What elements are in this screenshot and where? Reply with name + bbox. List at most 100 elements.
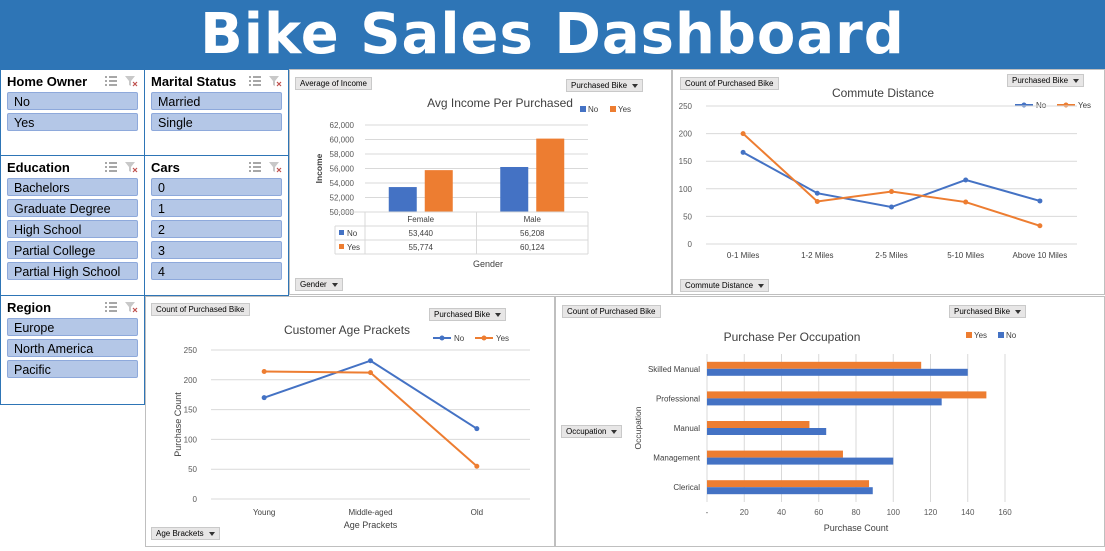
axis-field-button[interactable]: Commute Distance [680, 279, 770, 292]
legend-label-yes: Yes [974, 331, 987, 340]
y-tick-label: 100 [679, 185, 693, 194]
legend-marker-yes [481, 335, 487, 341]
point-yes-middle-aged [368, 370, 373, 376]
bar-no-professional [707, 398, 942, 406]
slicer-item-bachelors[interactable]: Bachelors [7, 178, 138, 196]
legend-field-button[interactable]: Purchased Bike [1007, 74, 1085, 87]
table-swatch-no [339, 230, 344, 235]
value-field-label: Count of Purchased Bike [156, 305, 245, 314]
legend-marker-no [1021, 102, 1027, 108]
y-tick-label: Management [653, 454, 700, 463]
x-tick-label: 2-5 Miles [875, 251, 907, 260]
y-tick-label: Clerical [673, 483, 700, 492]
point-no-middle-aged [368, 358, 373, 364]
bar-no-female [388, 187, 417, 212]
point-yes-old [474, 463, 480, 469]
clear-filter-icon[interactable] [124, 301, 138, 313]
slicer-item-cars-4[interactable]: 4 [151, 262, 282, 280]
slicer-item-high-school[interactable]: High School [7, 220, 138, 238]
slicer-item-single[interactable]: Single [151, 113, 282, 131]
legend-swatch-yes [610, 106, 616, 112]
income-chart: Avg Income Per Purchased No Yes50,00052,00… [314, 96, 631, 269]
clear-filter-icon[interactable] [124, 161, 138, 173]
axis-field-button[interactable]: Occupation [561, 425, 623, 438]
slicer-title: Education [7, 159, 70, 175]
y-axis-title: Income [314, 153, 324, 183]
multi-select-icon[interactable] [104, 301, 118, 313]
slicer-item-graduate-degree[interactable]: Graduate Degree [7, 199, 138, 217]
data-label: 53,440 [409, 229, 434, 238]
slicer-item-europe[interactable]: Europe [7, 318, 138, 336]
series-line-no [742, 151, 1041, 209]
bar-no-management [707, 457, 894, 465]
multi-select-icon[interactable] [248, 75, 262, 87]
dropdown-arrow-icon [495, 312, 502, 317]
x-tick-label: 5-10 Miles [947, 251, 984, 260]
clear-filter-icon[interactable] [268, 75, 282, 87]
bar-no-manual [707, 428, 827, 435]
axis-field-label: Age Brackets [156, 529, 204, 538]
dropdown-arrow-icon [1015, 309, 1022, 314]
legend-label-yes: Yes [618, 105, 631, 114]
x-axis-title: Purchase Count [824, 523, 889, 533]
dropdown-arrow-icon [632, 83, 639, 88]
slicer-marital-status: Marital Status Married Single [144, 69, 289, 156]
x-tick-label: 20 [740, 508, 749, 517]
x-tick-label: 120 [924, 508, 938, 517]
slicer-item-cars-1[interactable]: 1 [151, 199, 282, 217]
slicer-title: Region [7, 299, 52, 315]
axis-field-button[interactable]: Age Brackets [151, 527, 220, 540]
slicer-item-partial-high-school[interactable]: Partial High School [7, 262, 138, 280]
slicer-item-pacific[interactable]: Pacific [7, 360, 138, 378]
x-tick-label: Middle-aged [348, 508, 392, 517]
point-no-above-10-miles [1037, 198, 1043, 204]
legend-field-button[interactable]: Purchased Bike [949, 305, 1027, 318]
multi-select-icon[interactable] [248, 161, 262, 173]
point-no-1-2-miles [814, 190, 820, 196]
y-tick-label: 58,000 [330, 150, 355, 159]
slicer-item-cars-3[interactable]: 3 [151, 241, 282, 259]
slicer-item-partial-college[interactable]: Partial College [7, 241, 138, 259]
bar-yes-clerical [707, 480, 870, 488]
slicer-item-married[interactable]: Married [151, 92, 282, 110]
y-tick-label: 200 [679, 130, 693, 139]
axis-field-button[interactable]: Gender [295, 278, 343, 291]
legend-label-yes: Yes [1078, 101, 1091, 110]
point-yes-5-10-miles [963, 199, 969, 205]
x-tick-label: 0-1 Miles [727, 251, 759, 260]
slicer-item-north-america[interactable]: North America [7, 339, 138, 357]
point-no-5-10-miles [963, 177, 969, 183]
x-tick-label: 40 [777, 508, 786, 517]
dropdown-arrow-icon [331, 282, 338, 287]
legend-field-button[interactable]: Purchased Bike [429, 308, 507, 321]
x-tick-label: 60 [814, 508, 823, 517]
slicer-item-no[interactable]: No [7, 92, 138, 110]
slicer-item-cars-0[interactable]: 0 [151, 178, 282, 196]
point-yes-1-2-miles [814, 198, 820, 204]
value-field-button[interactable]: Count of Purchased Bike [562, 305, 661, 318]
chart-title: Avg Income Per Purchased [427, 96, 573, 110]
value-field-button[interactable]: Count of Purchased Bike [680, 77, 779, 90]
multi-select-icon[interactable] [104, 161, 118, 173]
legend-label-yes: Yes [496, 334, 509, 343]
legend-swatch-yes [966, 332, 972, 338]
x-tick-label: Male [524, 215, 542, 224]
value-field-label: Count of Purchased Bike [567, 307, 656, 316]
legend-field-button[interactable]: Purchased Bike [566, 79, 644, 92]
y-tick-label: 50 [683, 212, 692, 221]
chart-title: Purchase Per Occupation [724, 330, 861, 344]
slicer-item-yes[interactable]: Yes [7, 113, 138, 131]
value-field-button[interactable]: Average of Income [295, 77, 373, 90]
slicer-item-cars-2[interactable]: 2 [151, 220, 282, 238]
legend-field-label: Purchased Bike [954, 307, 1011, 316]
clear-filter-icon[interactable] [124, 75, 138, 87]
clear-filter-icon[interactable] [268, 161, 282, 173]
axis-field-label: Commute Distance [685, 281, 754, 290]
y-tick-label: 56,000 [330, 165, 355, 174]
legend-swatch-no [998, 332, 1004, 338]
y-axis-title: Purchase Count [173, 392, 183, 457]
multi-select-icon[interactable] [104, 75, 118, 87]
value-field-button[interactable]: Count of Purchased Bike [151, 303, 250, 316]
age-chart: Customer Age Prackets No Yes 0 50 100 150 200 25… [173, 323, 530, 530]
dashboard-title: Bike Sales Dashboard [0, 0, 1105, 69]
